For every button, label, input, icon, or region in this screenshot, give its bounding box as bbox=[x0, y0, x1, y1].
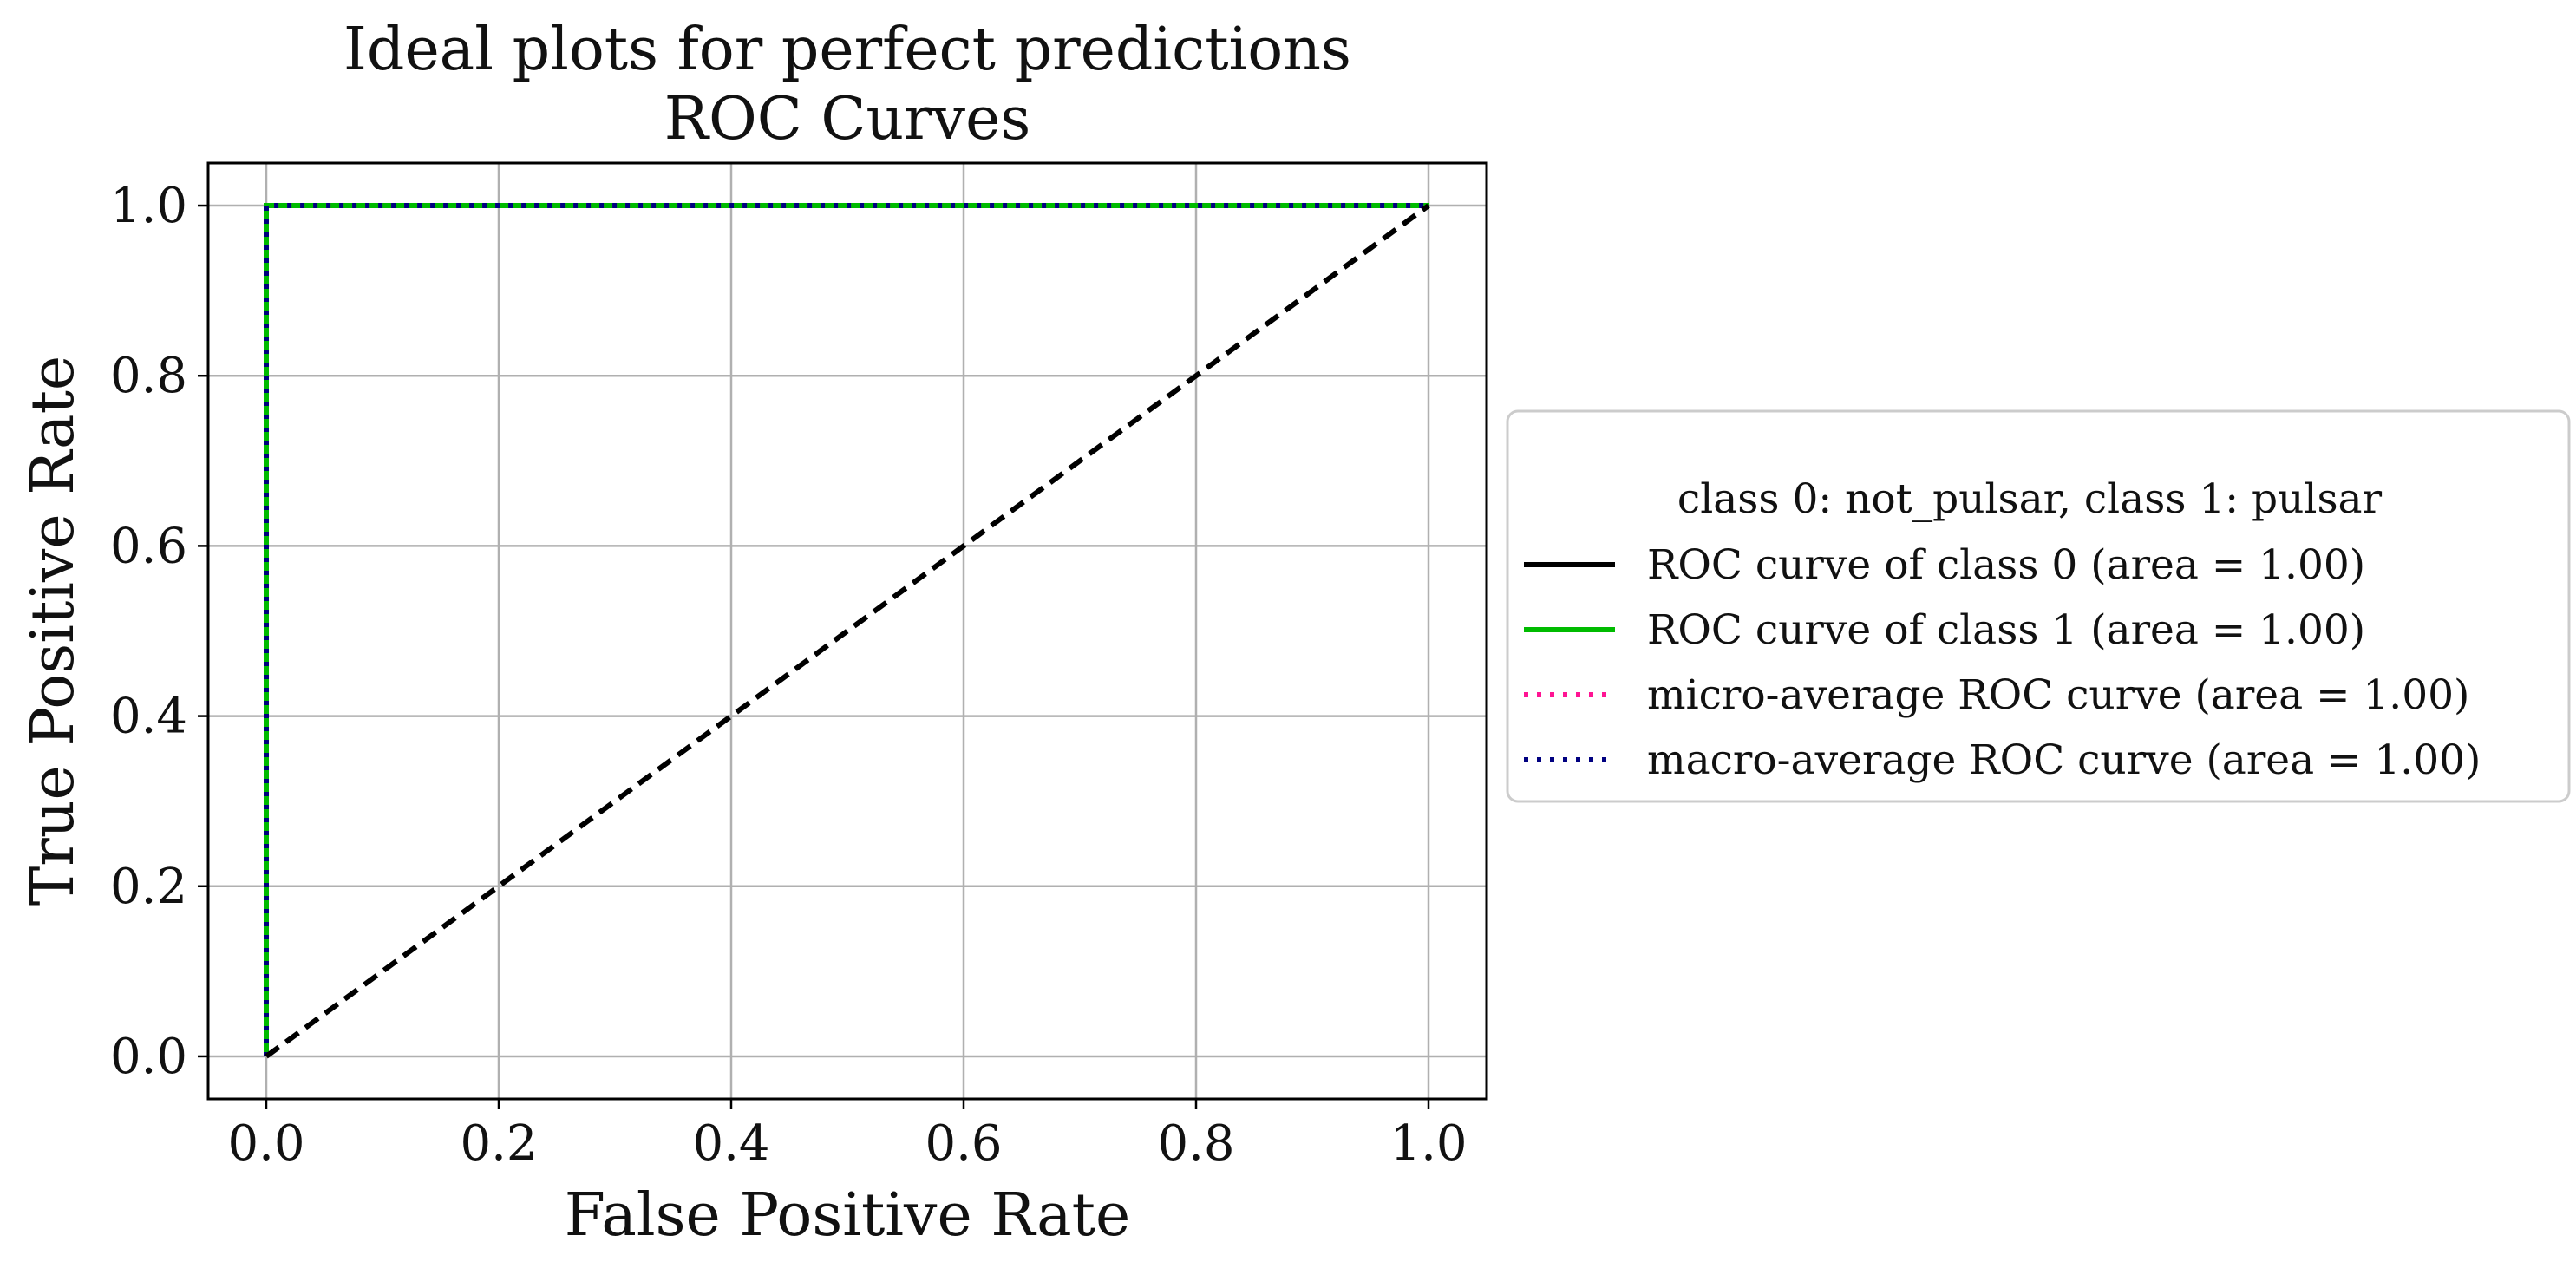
y-tick-label: 1.0 bbox=[110, 178, 187, 234]
legend: class 0: not_pulsar, class 1: pulsar ROC… bbox=[1506, 409, 2571, 803]
y-tick-label: 0.2 bbox=[110, 859, 187, 915]
axis-ticks: 0.0 0.2 0.4 0.6 0.8 1.0 0.0 0.2 0.4 0.6 0.8 1.0 bbox=[110, 178, 1468, 1172]
x-tick-label: 0.6 bbox=[925, 1115, 1002, 1172]
legend-title: class 0: not_pulsar, class 1: pulsar bbox=[1677, 475, 2383, 523]
x-tick-label: 0.0 bbox=[227, 1115, 304, 1172]
x-tick-label: 0.8 bbox=[1157, 1115, 1234, 1172]
y-tick-label: 0.4 bbox=[110, 689, 187, 745]
chart-title-line-2: ROC Curves bbox=[664, 85, 1030, 154]
y-axis-label: True Positive Rate bbox=[19, 356, 88, 906]
legend-label-3: macro-average ROC curve (area = 1.00) bbox=[1647, 736, 2481, 784]
legend-label-0: ROC curve of class 0 (area = 1.00) bbox=[1647, 541, 2365, 589]
series-layer bbox=[264, 203, 1430, 1059]
legend-label-1: ROC curve of class 1 (area = 1.00) bbox=[1647, 606, 2365, 654]
x-tick-label: 0.4 bbox=[692, 1115, 769, 1172]
x-tick-label: 0.2 bbox=[460, 1115, 537, 1172]
x-tick-label: 1.0 bbox=[1389, 1115, 1467, 1172]
y-tick-label: 0.6 bbox=[110, 518, 187, 574]
legend-label-2: micro-average ROC curve (area = 1.00) bbox=[1647, 671, 2469, 719]
chart-title-line-1: Ideal plots for perfect predictions bbox=[343, 16, 1351, 84]
chance-diagonal-line bbox=[265, 203, 1430, 1059]
series-line-1 bbox=[264, 203, 1429, 1056]
y-tick-label: 0.8 bbox=[110, 348, 187, 404]
legend-entries: ROC curve of class 0 (area = 1.00) ROC cu… bbox=[1524, 541, 2481, 784]
legend-box bbox=[1506, 409, 2571, 803]
x-axis-label: False Positive Rate bbox=[565, 1181, 1130, 1250]
y-tick-label: 0.0 bbox=[110, 1029, 187, 1085]
plot-frame bbox=[206, 161, 1488, 1101]
